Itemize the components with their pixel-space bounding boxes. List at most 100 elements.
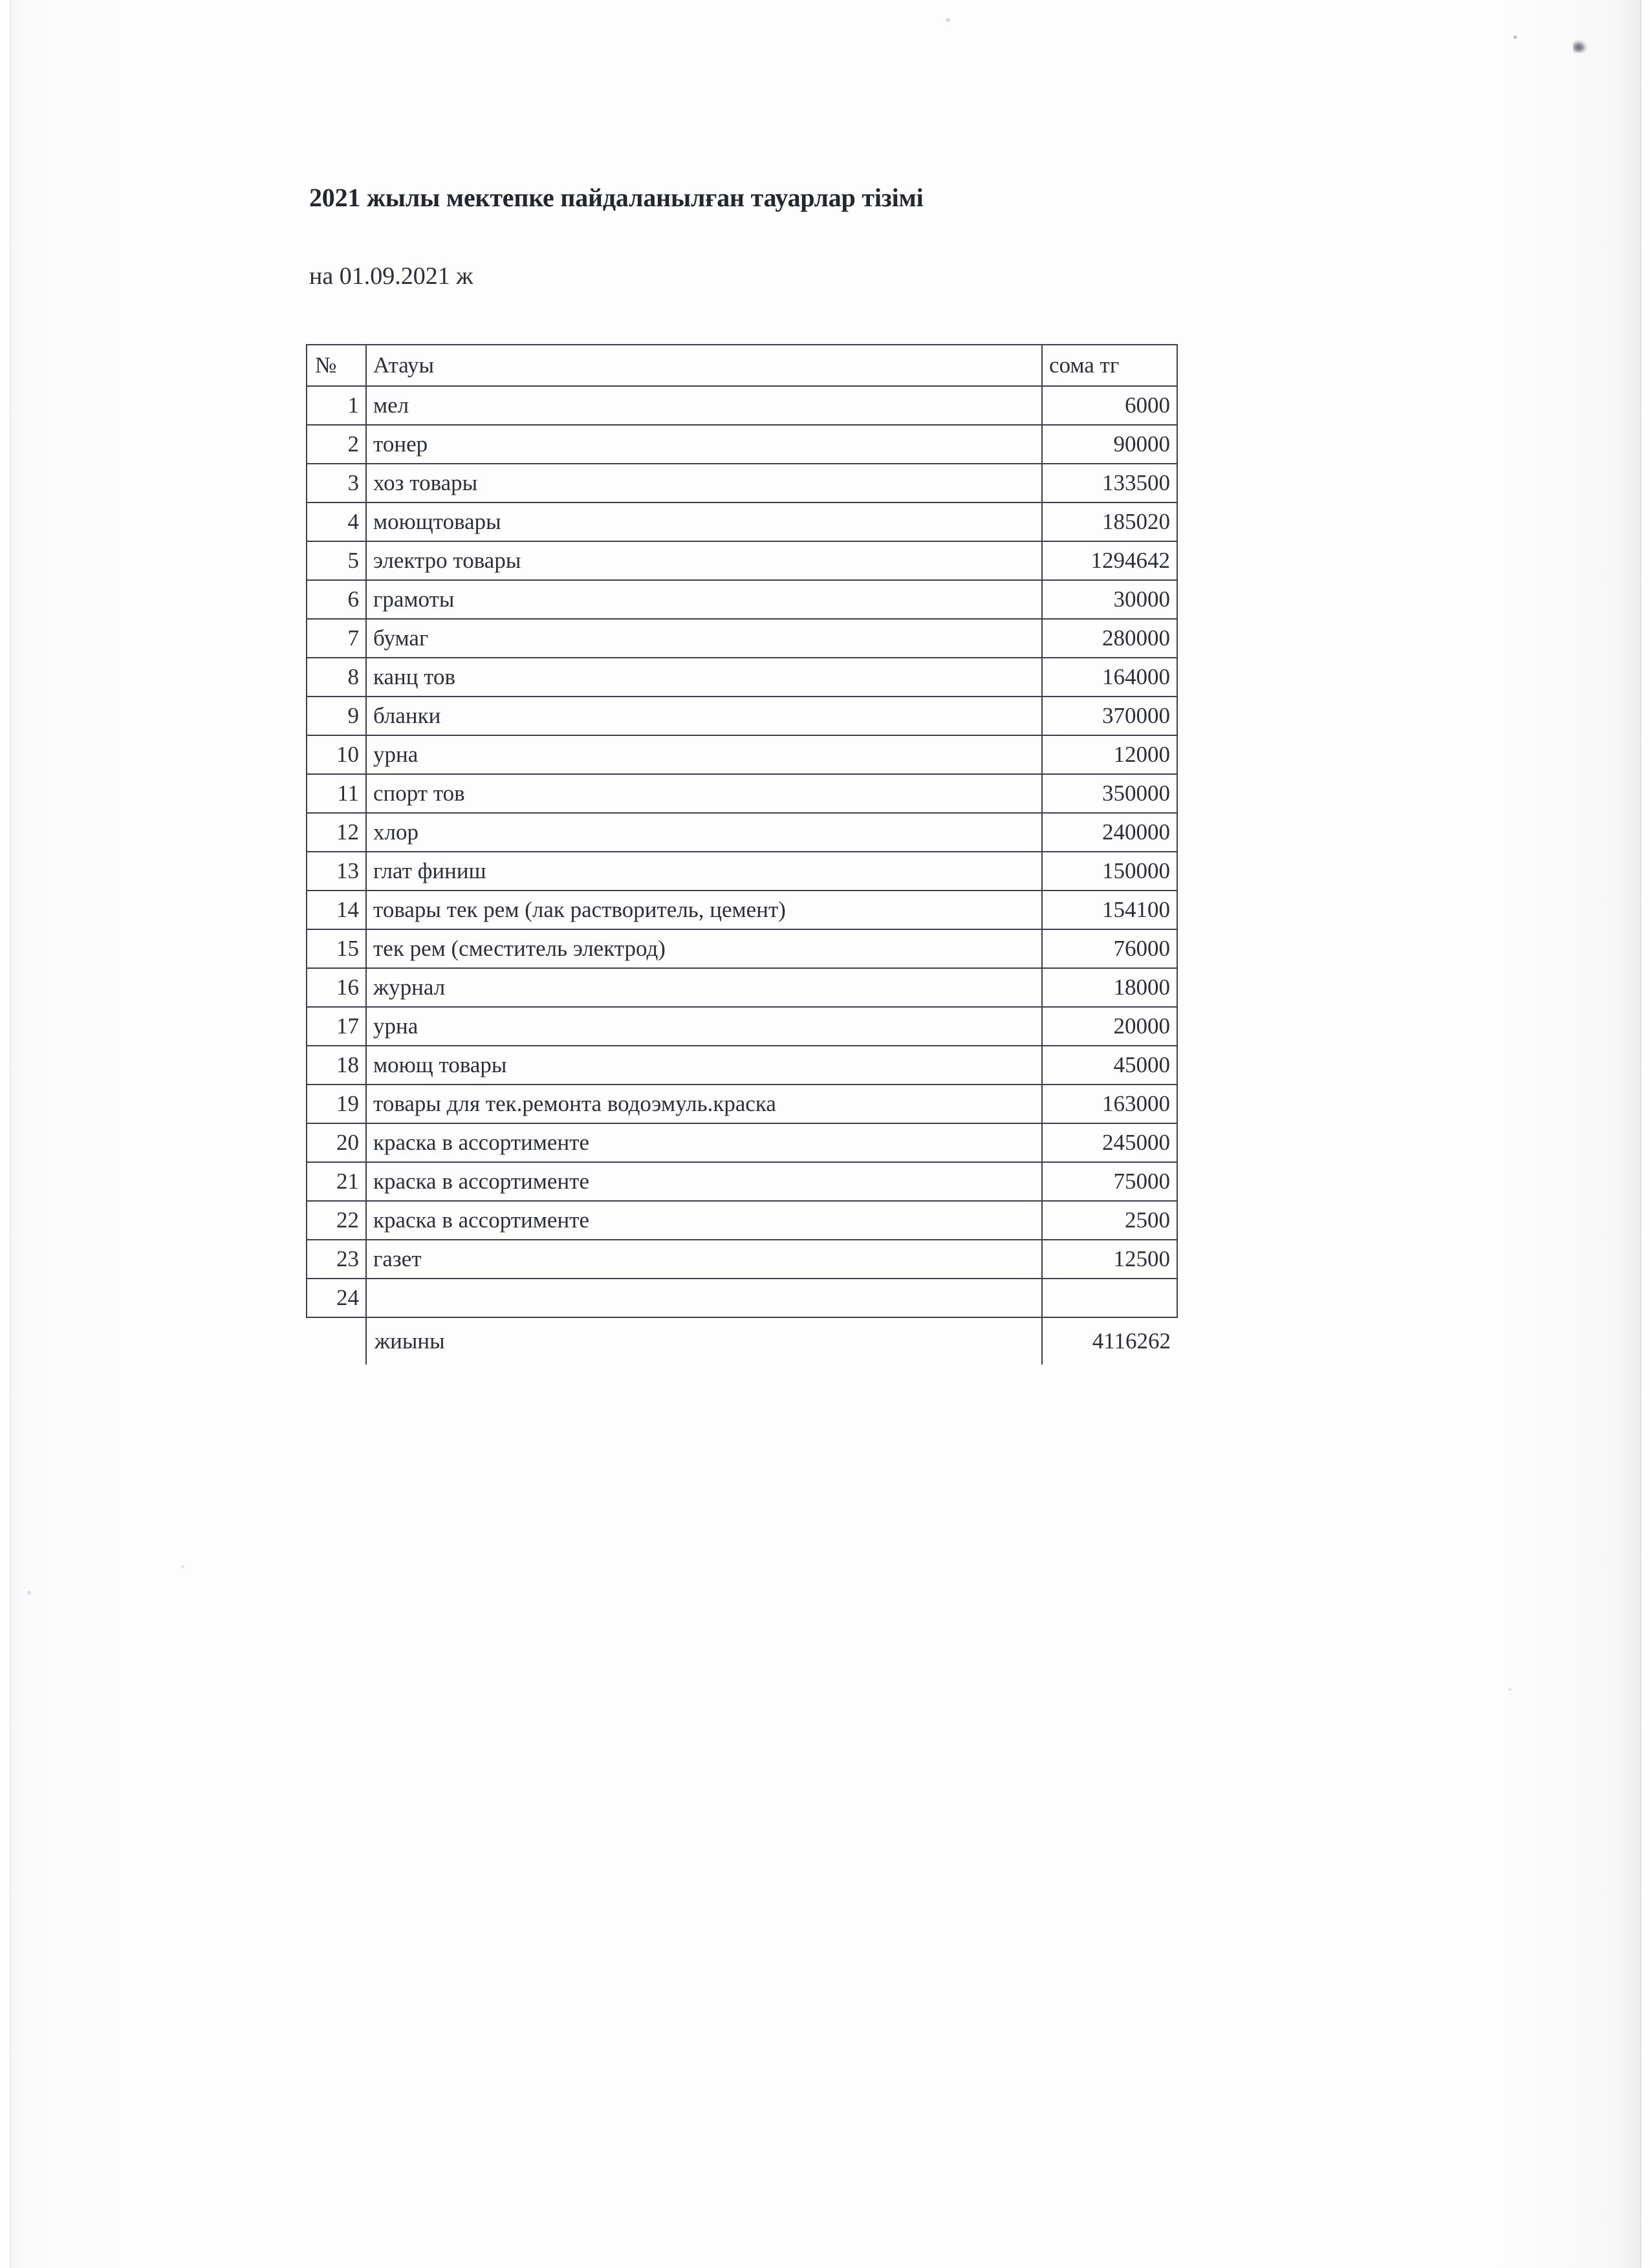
- cell-item-sum: 75000: [1041, 1161, 1178, 1202]
- cell-row-number: 10: [306, 735, 367, 775]
- cell-row-number: 24: [306, 1278, 367, 1318]
- cell-row-number: 5: [306, 541, 367, 581]
- cell-item-sum: 350000: [1041, 773, 1178, 814]
- cell-item-sum: 30000: [1041, 579, 1178, 620]
- scan-speck-artifact: [181, 1565, 184, 1568]
- cell-row-number: 16: [306, 967, 367, 1008]
- cell-item-sum: 76000: [1041, 929, 1178, 969]
- cell-item-sum: [1041, 1278, 1178, 1318]
- cell-item-name: моющ товары: [365, 1045, 1043, 1085]
- cell-item-sum: 45000: [1041, 1045, 1178, 1085]
- table-row: 14 товары тек рем (лак растворитель, цеме…: [306, 890, 1178, 930]
- cell-row-number: 20: [306, 1123, 367, 1163]
- cell-item-name: грамоты: [365, 579, 1043, 620]
- table-row: 1 мел 6000: [306, 385, 1178, 426]
- cell-item-name: краска в ассортименте: [365, 1123, 1043, 1163]
- cell-item-name: газет: [365, 1239, 1043, 1279]
- cell-item-name: журнал: [365, 967, 1043, 1008]
- cell-row-number: 21: [306, 1161, 367, 1202]
- cell-row-number: 15: [306, 929, 367, 969]
- scan-speck-artifact: [1508, 1688, 1512, 1691]
- cell-row-number: 4: [306, 502, 367, 542]
- total-row-sum: 4116262: [1092, 1328, 1171, 1354]
- cell-item-name: краска в ассортименте: [365, 1200, 1043, 1240]
- table-row: 10 урна 12000: [306, 735, 1178, 775]
- cell-item-name: краска в ассортименте: [365, 1161, 1043, 1202]
- cell-item-name: хоз товары: [365, 463, 1043, 503]
- table-header-row: № Атауы сома тг: [306, 344, 1178, 387]
- table-row: 13 глат финиш 150000: [306, 851, 1178, 891]
- table-row: 17 урна 20000: [306, 1006, 1178, 1046]
- cell-item-name: бумаг: [365, 618, 1043, 658]
- table-row: 15 тек рем (сместитель электрод) 76000: [306, 929, 1178, 969]
- cell-item-sum: 370000: [1041, 696, 1178, 736]
- cell-row-number: 22: [306, 1200, 367, 1240]
- cell-row-number: 12: [306, 812, 367, 852]
- table-row: 5 электро товары 1294642: [306, 541, 1178, 581]
- cell-item-name: канц тов: [365, 657, 1043, 697]
- table-row: 19 товары для тек.ремонта водоэмуль.краск…: [306, 1084, 1178, 1124]
- total-row-label: жиыны: [366, 1317, 1043, 1365]
- table-row: 12 хлор 240000: [306, 812, 1178, 852]
- table-row: 3 хоз товары 133500: [306, 463, 1178, 503]
- cell-item-name: бланки: [365, 696, 1043, 736]
- cell-item-sum: 20000: [1041, 1006, 1178, 1046]
- cell-row-number: 1: [306, 385, 367, 426]
- document-date-subtitle: на 01.09.2021 ж: [309, 263, 473, 290]
- cell-item-sum: 154100: [1041, 890, 1178, 930]
- cell-item-name: урна: [365, 1006, 1043, 1046]
- goods-table: № Атауы сома тг 1 мел 6000 2 тонер 90000 3 хоз …: [306, 344, 1178, 1365]
- cell-item-sum: 163000: [1041, 1084, 1178, 1124]
- table-row: 6 грамоты 30000: [306, 579, 1178, 620]
- table-row: 9 бланки 370000: [306, 696, 1178, 736]
- cell-item-name: тонер: [365, 424, 1043, 464]
- cell-item-name: тек рем (сместитель электрод): [365, 929, 1043, 969]
- cell-item-name: спорт тов: [365, 773, 1043, 814]
- cell-item-sum: 90000: [1041, 424, 1178, 464]
- cell-row-number: 14: [306, 890, 367, 930]
- cell-row-number: 8: [306, 657, 367, 697]
- cell-item-name: урна: [365, 735, 1043, 775]
- table-row: 21 краска в ассортименте 75000: [306, 1161, 1178, 1202]
- cell-row-number: 11: [306, 773, 367, 814]
- table-total-row: жиыны 4116262: [307, 1317, 1177, 1365]
- cell-item-sum: 1294642: [1041, 541, 1178, 581]
- cell-item-sum: 245000: [1041, 1123, 1178, 1163]
- cell-row-number: 23: [306, 1239, 367, 1279]
- cell-item-sum: 2500: [1041, 1200, 1178, 1240]
- cell-row-number: 2: [306, 424, 367, 464]
- table-row: 20 краска в ассортименте 245000: [306, 1123, 1178, 1163]
- table-row: 24: [306, 1278, 1178, 1318]
- cell-item-sum: 133500: [1041, 463, 1178, 503]
- table-row: 4 моющтовары 185020: [306, 502, 1178, 542]
- cell-item-sum: 18000: [1041, 967, 1178, 1008]
- cell-item-name: товары для тек.ремонта водоэмуль.краска: [365, 1084, 1043, 1124]
- goods-table-head: № Атауы сома тг: [306, 344, 1178, 387]
- cell-item-name: электро товары: [365, 541, 1043, 581]
- cell-row-number: 7: [306, 618, 367, 658]
- goods-table-container: № Атауы сома тг 1 мел 6000 2 тонер 90000 3 хоз …: [306, 344, 1178, 1365]
- table-row: 7 бумаг 280000: [306, 618, 1178, 658]
- cell-item-sum: 185020: [1041, 502, 1178, 542]
- total-row-number-spacer: [307, 1317, 367, 1365]
- scan-speck-artifact: [27, 1591, 31, 1595]
- table-row: 8 канц тов 164000: [306, 657, 1178, 697]
- cell-row-number: 18: [306, 1045, 367, 1085]
- cell-item-name: моющтовары: [365, 502, 1043, 542]
- column-header-sum: сома тг: [1041, 344, 1178, 387]
- table-row: 11 спорт тов 350000: [306, 773, 1178, 814]
- paper-right-edge: [1640, 0, 1642, 2268]
- cell-row-number: 9: [306, 696, 367, 736]
- table-row: 22 краска в ассортименте 2500: [306, 1200, 1178, 1240]
- cell-row-number: 19: [306, 1084, 367, 1124]
- cell-item-name: мел: [365, 385, 1043, 426]
- cell-item-name: хлор: [365, 812, 1043, 852]
- cell-row-number: 13: [306, 851, 367, 891]
- cell-row-number: 17: [306, 1006, 367, 1046]
- table-row: 23 газет 12500: [306, 1239, 1178, 1279]
- table-row: 16 журнал 18000: [306, 967, 1178, 1008]
- cell-item-sum: 240000: [1041, 812, 1178, 852]
- cell-item-sum: 6000: [1041, 385, 1178, 426]
- scan-speck-artifact: [946, 18, 950, 22]
